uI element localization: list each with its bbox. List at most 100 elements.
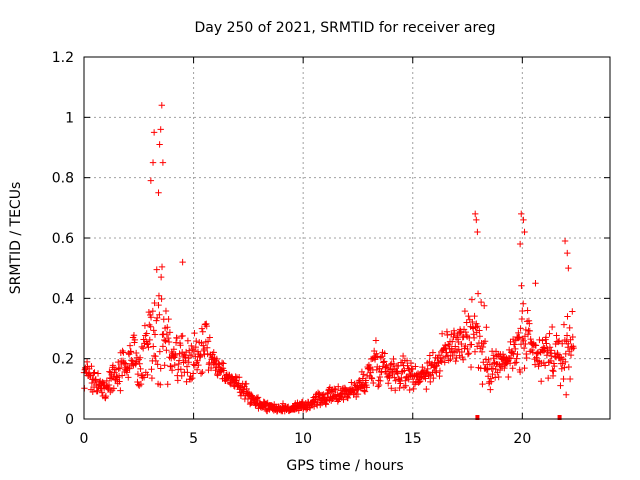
- data-point: [165, 338, 173, 346]
- data-point: [562, 358, 569, 366]
- data-point: [479, 343, 487, 351]
- data-point: [562, 350, 569, 358]
- data-point: [536, 336, 543, 344]
- data-point: [111, 369, 118, 376]
- data-point: [218, 359, 226, 367]
- data-point: [199, 328, 206, 335]
- data-point: [184, 369, 191, 376]
- data-point: [157, 126, 164, 133]
- data-point: [154, 361, 161, 368]
- data-point: [483, 324, 490, 331]
- data-point: [148, 366, 155, 373]
- data-point: [532, 280, 539, 287]
- data-point: [197, 370, 205, 377]
- data-point: [366, 365, 373, 372]
- data-point: [521, 228, 528, 236]
- data-point: [544, 374, 552, 382]
- data-point: [207, 364, 215, 372]
- data-point: [399, 352, 407, 360]
- data-point: [486, 361, 494, 368]
- data-point: [402, 382, 409, 389]
- data-point: [548, 323, 556, 331]
- data-point: [178, 372, 185, 380]
- data-point: [476, 332, 484, 340]
- data-point: [235, 374, 243, 381]
- data-point: [472, 210, 479, 218]
- data-point: [548, 347, 555, 354]
- data-point: [94, 370, 102, 377]
- data-point: [516, 240, 524, 248]
- data-point: [419, 363, 426, 371]
- data-point: [554, 351, 562, 358]
- data-point: [381, 350, 388, 357]
- data-point: [485, 356, 492, 364]
- data-point: [144, 371, 151, 379]
- data-point: [459, 353, 466, 361]
- data-point: [480, 302, 488, 309]
- data-point: [449, 338, 456, 345]
- data-point: [465, 312, 472, 320]
- data-point: [149, 159, 157, 166]
- data-point: [201, 351, 208, 358]
- data-point: [490, 352, 498, 359]
- data-point: [553, 332, 560, 339]
- data-point: [157, 365, 164, 372]
- data-point: [565, 363, 572, 371]
- data-point: [385, 380, 392, 387]
- data-point: [91, 369, 98, 376]
- axis-tick-labels: 0 0.2 0.4 0.6 0.8 1 1.2 0 5 10 15 20: [52, 50, 532, 447]
- data-point: [194, 357, 201, 365]
- data-point: [464, 351, 472, 358]
- data-point: [372, 337, 380, 344]
- data-point: [564, 313, 571, 320]
- data-point: [125, 374, 132, 381]
- data-point: [471, 348, 479, 355]
- data-point: [164, 334, 172, 342]
- data-point: [556, 354, 564, 362]
- data-point: [438, 358, 445, 365]
- x-tick-label: 0: [80, 431, 89, 447]
- data-point: [136, 354, 144, 361]
- data-point: [526, 327, 533, 335]
- data-point: [438, 330, 446, 337]
- y-tick-label: 0.6: [52, 231, 74, 247]
- data-point: [143, 341, 151, 348]
- data-point: [127, 348, 135, 355]
- data-point: [477, 298, 485, 306]
- data-point: [468, 296, 476, 303]
- data-point: [187, 376, 195, 383]
- data-point: [116, 364, 124, 372]
- data-point: [344, 394, 352, 402]
- data-point: [157, 381, 164, 389]
- data-point: [175, 357, 183, 364]
- data-point: [394, 370, 402, 377]
- data-point: [161, 336, 168, 344]
- data-point: [119, 347, 126, 355]
- data-point: [374, 383, 382, 390]
- data-point: [531, 361, 539, 368]
- data-point: [220, 367, 228, 374]
- data-point: [555, 338, 562, 346]
- plot-frame: [83, 56, 611, 420]
- data-point: [171, 361, 178, 369]
- axis-mark: [557, 415, 562, 420]
- data-point: [511, 359, 519, 367]
- data-point: [139, 345, 147, 352]
- data-point: [427, 378, 434, 386]
- data-point: [564, 249, 571, 257]
- data-point: [563, 332, 571, 339]
- data-point: [164, 380, 171, 388]
- x-tick-label: 15: [404, 431, 422, 447]
- data-point: [147, 177, 155, 184]
- data-point: [147, 314, 155, 321]
- data-point: [206, 334, 214, 341]
- data-point: [172, 351, 179, 358]
- data-points: [80, 102, 577, 420]
- data-point: [479, 380, 486, 388]
- data-point: [171, 354, 178, 361]
- data-point: [156, 311, 163, 318]
- data-point: [155, 301, 162, 309]
- data-point: [98, 389, 106, 396]
- data-point: [188, 342, 195, 350]
- data-point: [195, 361, 202, 369]
